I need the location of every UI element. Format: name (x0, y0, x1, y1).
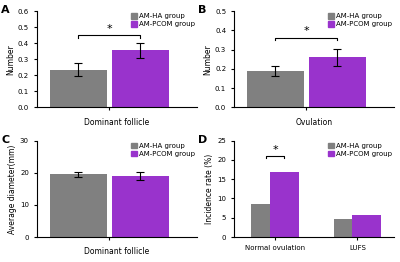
Text: A: A (1, 5, 10, 15)
X-axis label: Dominant follicle: Dominant follicle (84, 118, 150, 127)
Bar (309, 57, 366, 107)
Y-axis label: Incidence rate (%): Incidence rate (%) (205, 154, 214, 224)
Bar (270, 172, 299, 237)
Bar (334, 219, 362, 237)
Text: B: B (198, 5, 207, 15)
Bar (247, 71, 304, 107)
Text: *: * (106, 24, 112, 34)
Text: D: D (198, 135, 208, 145)
X-axis label: Dominant follicle: Dominant follicle (84, 247, 150, 256)
Y-axis label: Number: Number (203, 44, 212, 75)
Bar (50, 174, 106, 237)
X-axis label: Ovulation: Ovulation (296, 118, 333, 127)
Bar (251, 204, 280, 237)
Legend: AM-HA group, AM-PCOM group: AM-HA group, AM-PCOM group (130, 13, 196, 28)
Text: *: * (272, 145, 278, 155)
Y-axis label: Number: Number (6, 44, 15, 75)
Legend: AM-HA group, AM-PCOM group: AM-HA group, AM-PCOM group (327, 13, 393, 28)
Y-axis label: Average diameter(mm): Average diameter(mm) (8, 144, 17, 233)
Bar (112, 176, 169, 237)
Bar (112, 50, 169, 107)
Legend: AM-HA group, AM-PCOM group: AM-HA group, AM-PCOM group (130, 142, 196, 157)
Bar (352, 215, 381, 237)
Bar (50, 70, 106, 107)
Text: C: C (1, 135, 9, 145)
Text: *: * (304, 26, 309, 36)
Legend: AM-HA group, AM-PCOM group: AM-HA group, AM-PCOM group (327, 142, 393, 157)
